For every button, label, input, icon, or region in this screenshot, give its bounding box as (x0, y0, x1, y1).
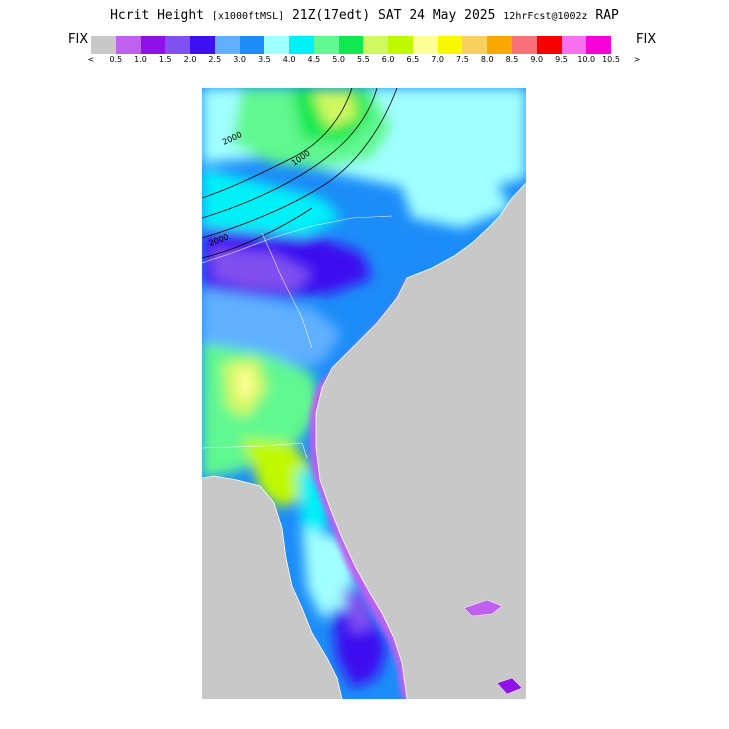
colorbar-tick-label: 3.0 (233, 55, 246, 64)
colorbar-swatch (437, 36, 463, 54)
title-forecast: 12hrFcst@1002z (503, 11, 588, 22)
colorbar-swatch (214, 36, 240, 54)
colorbar-swatch (512, 36, 537, 54)
colorbar-tick-label: 1.5 (158, 55, 172, 64)
colorbar-arrow-right: > (633, 55, 641, 64)
colorbar-swatch (462, 36, 488, 54)
colorbar-swatch (536, 36, 562, 54)
map-svg: 2000 1000 2000 (202, 88, 526, 699)
colorbar-swatch (264, 36, 290, 54)
coastline (315, 182, 526, 699)
colorbar-tick-label: 7.5 (456, 55, 469, 64)
colorbar-tick-label: 2.0 (183, 55, 197, 64)
colorbar-swatch (91, 36, 116, 54)
colorbar-tick-label: 2.5 (208, 55, 222, 64)
colorbar-tick-label: 6.5 (406, 55, 420, 64)
colorbar-tick-label: 3.5 (257, 55, 271, 64)
colorbar-swatch (313, 36, 339, 54)
colorbar-tick-label: 4.0 (282, 55, 296, 64)
colorbar-swatch (561, 36, 587, 54)
colorbar-swatch (165, 36, 191, 54)
colorbar-tick-label: 4.5 (307, 55, 321, 64)
fix-left-button[interactable]: FIX (68, 32, 89, 47)
colorbar-swatch (289, 36, 314, 54)
title-units: [x1000ftMSL] (211, 11, 285, 22)
colorbar-ticks: < > 0.5 1.0 1.5 2.0 2.5 3.0 3.5 4.0 4.5 5.0 5.5 6.0… (0, 55, 729, 67)
title-date: SAT 24 May 2025 (378, 8, 496, 23)
bahamas-islands (463, 599, 523, 695)
colorbar-tick-label: 0.5 (109, 55, 123, 64)
map-title: Hcrit Height [x1000ftMSL] 21Z(17edt) SAT… (0, 8, 729, 23)
colorbar-swatch (363, 36, 389, 54)
colorbar-swatch (115, 36, 141, 54)
colorbar-tick-label: 5.0 (332, 55, 345, 64)
colorbar-tick-label: 5.5 (357, 55, 370, 64)
map-panel: 2000 1000 2000 (202, 88, 526, 699)
colorbar-tick-label: 10.5 (602, 55, 620, 64)
colorbar-tick-label: 10.0 (577, 55, 596, 64)
colorbar-swatch (388, 36, 413, 54)
colorbar-tick-label: 8.0 (480, 55, 494, 64)
colorbar-tick-label: 9.0 (530, 55, 544, 64)
colorbar-swatch (190, 36, 215, 54)
state-borders (202, 215, 393, 459)
colorbar-swatch (412, 36, 438, 54)
colorbar-swatch (487, 36, 513, 54)
title-model: RAP (595, 8, 619, 23)
colorbar-tick-label: 9.5 (555, 55, 568, 64)
gulf-coastline (202, 475, 343, 699)
colorbar-swatch (239, 36, 265, 54)
colorbar-tick-label: 6.0 (381, 55, 395, 64)
colorbar-tick-label: 7.0 (431, 55, 445, 64)
colorbar-swatch (586, 36, 612, 54)
title-field: Hcrit Height (110, 8, 205, 23)
colorbar-arrow-left: < (87, 55, 95, 64)
contour-lines (202, 88, 398, 259)
fix-right-button[interactable]: FIX (636, 32, 657, 47)
colorbar-swatch (140, 36, 166, 54)
title-valid-time: 21Z(17edt) (291, 8, 371, 23)
colorbar (91, 36, 612, 54)
colorbar-tick-label: 8.5 (505, 55, 519, 64)
colorbar-tick-label: 1.0 (134, 55, 147, 64)
colorbar-swatch (338, 36, 364, 54)
